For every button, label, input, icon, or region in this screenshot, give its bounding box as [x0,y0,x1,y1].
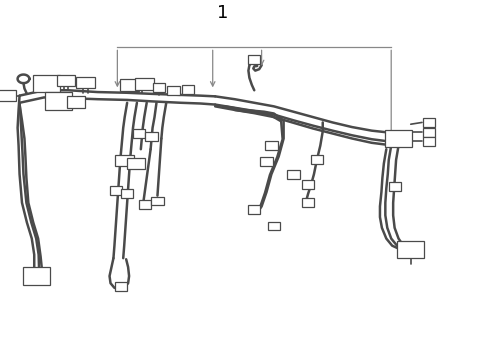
Bar [135,78,153,90]
Bar [76,77,95,88]
Bar [23,267,50,285]
Bar [120,79,139,91]
Bar [302,180,314,189]
Bar [110,186,122,195]
Bar [384,130,411,147]
Bar [287,170,299,179]
Text: 1: 1 [216,4,228,22]
Bar [33,75,60,92]
Bar [0,90,16,102]
Bar [133,129,145,138]
Bar [126,158,145,169]
Bar [302,198,314,207]
Bar [387,182,400,191]
Bar [396,241,424,258]
Bar [57,75,75,86]
Bar [260,157,272,166]
Bar [422,127,434,136]
Bar [422,137,434,146]
Bar [145,132,157,141]
Bar [45,93,72,109]
Bar [121,189,133,198]
Bar [152,83,165,92]
Bar [310,156,323,165]
Bar [182,85,194,94]
Bar [267,221,280,230]
Bar [248,206,260,215]
Bar [151,197,163,206]
Bar [167,86,180,95]
Bar [422,118,434,127]
Bar [247,55,260,64]
Bar [115,155,134,166]
Bar [115,282,127,291]
Bar [66,96,85,108]
Bar [265,141,277,150]
Bar [138,200,150,209]
